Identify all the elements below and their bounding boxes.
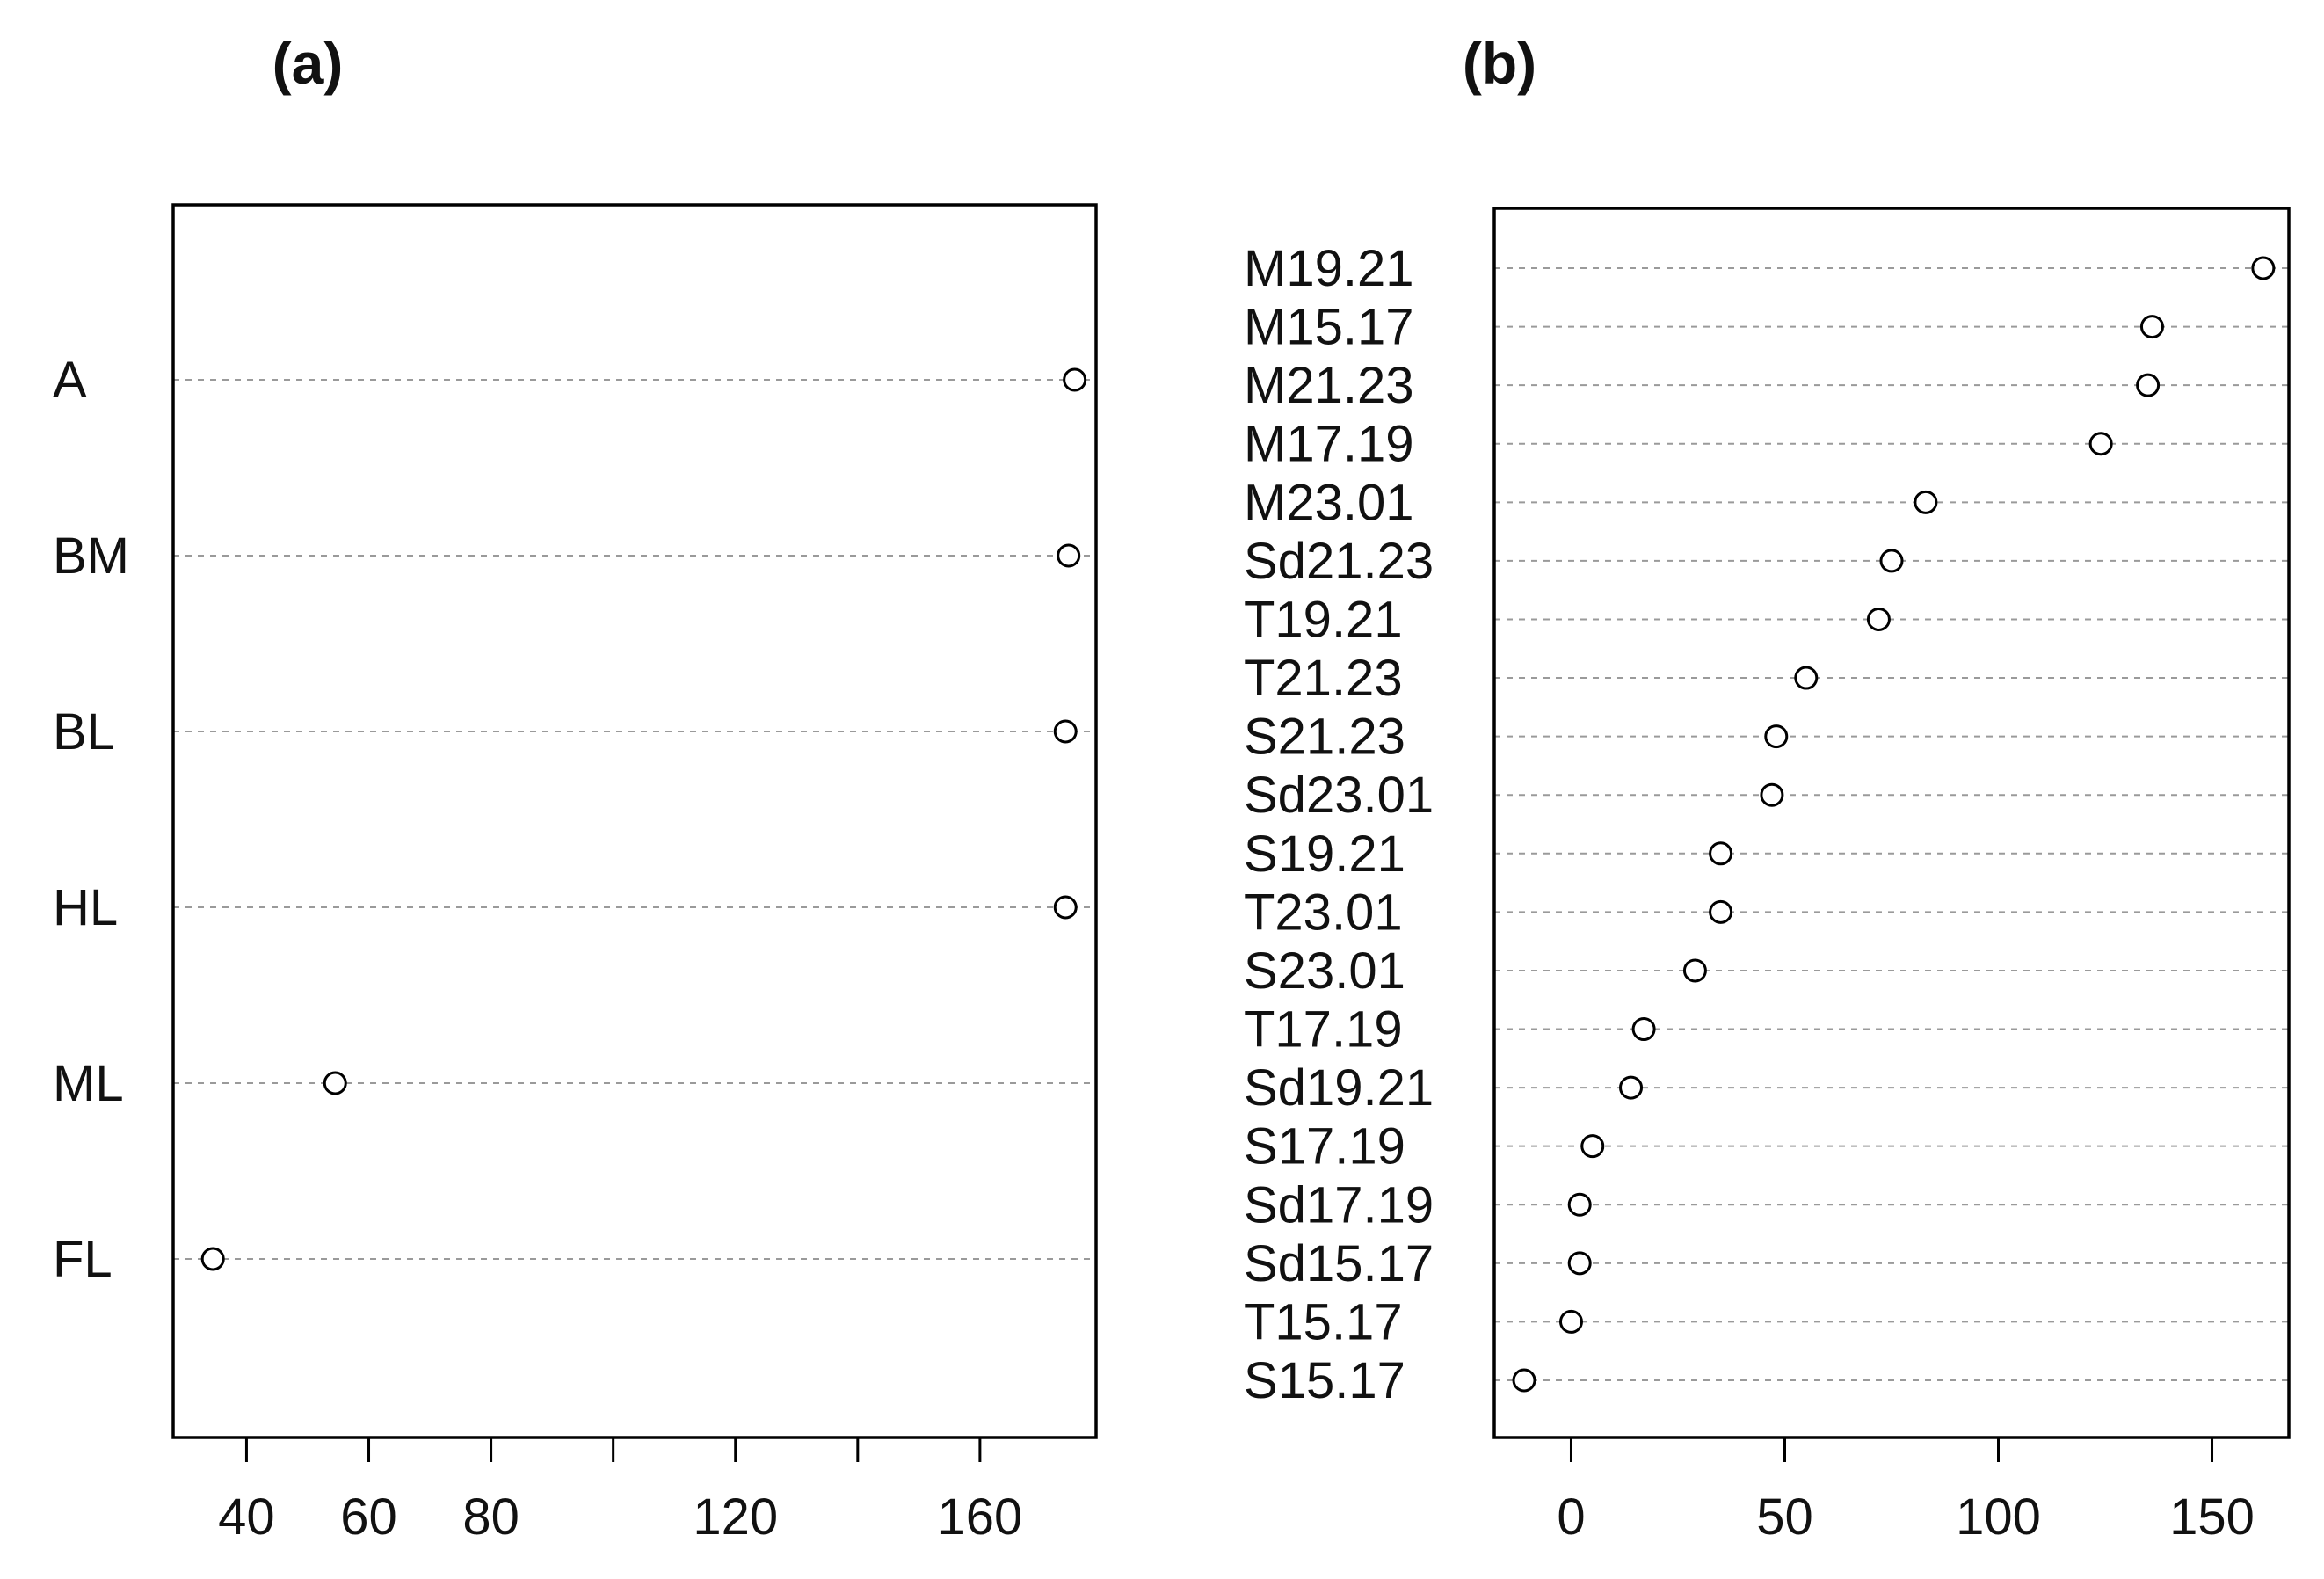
- data-point-m21-23: [2136, 373, 2161, 397]
- data-point-s23-01: [1682, 958, 1707, 983]
- panel-a-gridlines: [173, 379, 1096, 1260]
- category-label-t15-17: T15.17: [1244, 1293, 1403, 1350]
- panel-a-points: [200, 367, 1087, 1271]
- data-point-hl: [1053, 895, 1078, 920]
- category-label-m21-23: M21.23: [1244, 357, 1413, 414]
- category-label-s15-17: S15.17: [1244, 1352, 1405, 1409]
- category-label-hl: HL: [53, 879, 118, 936]
- data-point-bl: [1053, 719, 1078, 744]
- data-point-s15-17: [1512, 1368, 1536, 1393]
- panel-b: (b) M19.21M15.17M21.23M17.19M23.01Sd21.2…: [1244, 31, 2291, 1546]
- category-label-sd19-21: Sd19.21: [1244, 1059, 1434, 1117]
- x-tick-label-60: 60: [340, 1488, 397, 1546]
- x-tick-label-120: 120: [693, 1488, 778, 1546]
- category-label-s23-01: S23.01: [1244, 942, 1405, 1000]
- data-point-s19-21: [1709, 841, 1733, 866]
- data-point-a: [1063, 367, 1087, 392]
- category-label-m15-17: M15.17: [1244, 299, 1413, 356]
- category-label-s21-23: S21.23: [1244, 709, 1405, 766]
- category-label-s17-19: S17.19: [1244, 1118, 1405, 1175]
- category-label-a: A: [53, 352, 87, 409]
- data-point-t15-17: [1558, 1309, 1583, 1334]
- x-tick-label-80: 80: [462, 1488, 519, 1546]
- data-point-s17-19: [1580, 1134, 1605, 1159]
- x-tick-label-100: 100: [1956, 1488, 2041, 1546]
- category-label-t21-23: T21.23: [1244, 650, 1403, 707]
- data-point-m15-17: [2139, 315, 2164, 339]
- panel-b-label: (b): [1463, 31, 1536, 96]
- data-point-fl: [200, 1247, 225, 1271]
- panel-b-points: [1512, 256, 2276, 1393]
- category-label-ml: ML: [53, 1055, 124, 1112]
- data-point-sd19-21: [1619, 1075, 1644, 1100]
- data-point-sd15-17: [1567, 1251, 1592, 1276]
- category-label-bm: BM: [53, 528, 129, 585]
- data-point-m19-21: [2251, 256, 2276, 280]
- category-label-m17-19: M17.19: [1244, 416, 1413, 473]
- data-point-t19-21: [1866, 607, 1891, 631]
- panel-b-plot-frame: [1492, 207, 2291, 1439]
- category-label-t17-19: T17.19: [1244, 1001, 1403, 1059]
- data-point-t23-01: [1709, 899, 1733, 924]
- panel-b-gridlines: [1494, 267, 2289, 1381]
- panel-a-plot-frame: [171, 203, 1098, 1439]
- panel-a-label: (a): [272, 31, 344, 96]
- category-label-sd17-19: Sd17.19: [1244, 1176, 1434, 1233]
- data-point-s21-23: [1764, 724, 1789, 749]
- category-label-sd15-17: Sd15.17: [1244, 1235, 1434, 1292]
- data-point-bm: [1057, 543, 1081, 568]
- panel-b-category-labels: M19.21M15.17M21.23M17.19M23.01Sd21.23T19…: [1244, 240, 1434, 1409]
- category-label-s19-21: S19.21: [1244, 826, 1405, 883]
- category-label-fl: FL: [53, 1231, 113, 1288]
- x-tick-label-160: 160: [937, 1488, 1022, 1546]
- panel-a-category-labels: A BM BL HL ML FL: [53, 352, 129, 1288]
- data-point-m23-01: [1914, 490, 1938, 514]
- x-tick-label-40: 40: [218, 1488, 275, 1546]
- data-point-t17-19: [1631, 1017, 1656, 1042]
- panel-a: (a) A BM BL HL ML FL 40 60 80 120 160: [53, 31, 1098, 1546]
- x-tick-label-50: 50: [1756, 1488, 1813, 1546]
- category-label-sd21-23: Sd21.23: [1244, 533, 1434, 590]
- data-point-sd17-19: [1567, 1192, 1592, 1217]
- data-point-m17-19: [2088, 432, 2113, 456]
- category-label-sd23-01: Sd23.01: [1244, 767, 1434, 824]
- category-label-bl: BL: [53, 703, 115, 760]
- data-point-sd21-23: [1879, 549, 1904, 573]
- category-label-m19-21: M19.21: [1244, 240, 1413, 297]
- data-point-sd23-01: [1760, 782, 1784, 807]
- data-point-ml: [323, 1071, 347, 1095]
- category-label-t23-01: T23.01: [1244, 884, 1403, 941]
- x-tick-label-150: 150: [2169, 1488, 2255, 1546]
- data-point-t21-23: [1794, 666, 1819, 690]
- category-label-t19-21: T19.21: [1244, 591, 1403, 648]
- category-label-m23-01: M23.01: [1244, 474, 1413, 531]
- x-tick-label-0: 0: [1557, 1488, 1585, 1546]
